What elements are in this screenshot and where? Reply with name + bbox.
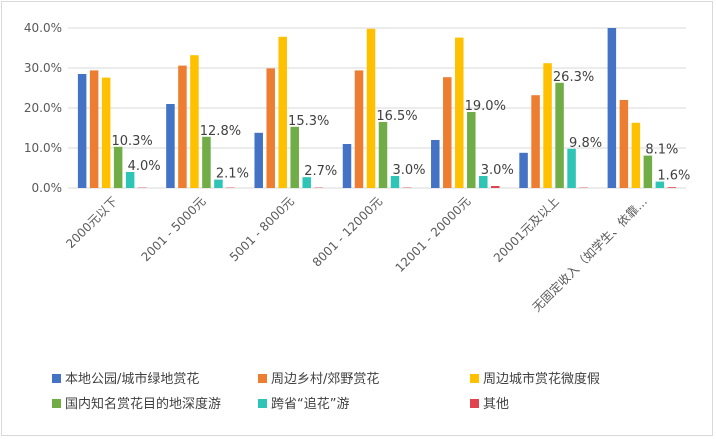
bar (607, 28, 617, 188)
bar (342, 144, 352, 188)
data-label: 26.3% (553, 70, 594, 85)
bar (378, 122, 388, 188)
bar (202, 136, 211, 188)
bar (178, 65, 187, 188)
gridlines (68, 27, 686, 189)
bar (667, 187, 677, 188)
legend: 本地公园/城市绿地赏花 周边乡村/郊野赏花 周边城市赏花微度假国内知名赏花目的地深度… (52, 371, 600, 412)
bar (531, 95, 540, 188)
legend-swatch (258, 399, 267, 408)
bar (631, 122, 641, 188)
y-tick-label: 40.0% (24, 21, 62, 35)
data-label: 16.5% (376, 109, 417, 124)
data-label: 2.7% (304, 164, 337, 179)
data-label: 3.0% (481, 163, 514, 178)
bar (555, 82, 564, 188)
bars (77, 28, 677, 189)
legend-label: 本地公园/城市绿地赏花 (65, 371, 199, 387)
data-label: 1.6% (657, 169, 690, 184)
legend-swatch (470, 374, 479, 383)
bar (125, 172, 135, 188)
data-labels: 10.3% 4.0% 12.8% 2.1% 15.3% 2.7% 16.5% 3.0% 19.0… (111, 70, 690, 184)
bar (278, 36, 287, 188)
legend-label: 其他 (483, 397, 509, 412)
data-label: 3.0% (392, 163, 425, 178)
bar (443, 77, 452, 188)
data-label: 15.3% (288, 114, 329, 129)
bar (390, 176, 400, 188)
bar (655, 181, 665, 188)
data-label: 10.3% (111, 134, 152, 149)
legend-label: 周边乡村/郊野赏花 (271, 371, 379, 387)
bar (543, 63, 552, 189)
bar (467, 112, 476, 188)
y-axis: 0.0% 10.0% 20.0% 30.0% 40.0% (24, 21, 62, 195)
legend-label: 周边城市赏花微度假 (483, 371, 600, 387)
bar (254, 132, 263, 188)
bar (302, 177, 311, 188)
legend-label: 跨省“追花”游 (271, 396, 349, 412)
y-tick-label: 10.0% (24, 141, 62, 155)
legend-swatch (52, 399, 61, 408)
bar (166, 104, 175, 188)
bar (366, 28, 376, 188)
bar (619, 100, 629, 188)
x-tick-label: 20001元及以上 (491, 194, 562, 265)
legend-swatch (258, 374, 267, 383)
x-axis: 2000元以下 2001 - 5000元 5001 - 8000元 8001 - 12… (63, 194, 650, 315)
y-tick-label: 0.0% (32, 181, 63, 195)
data-label: 2.1% (216, 167, 249, 182)
y-tick-label: 20.0% (24, 101, 62, 115)
data-label: 12.8% (200, 124, 241, 139)
legend-swatch (470, 399, 479, 408)
bar (455, 37, 464, 188)
bar (519, 152, 528, 188)
bar (643, 155, 653, 188)
data-label: 19.0% (465, 99, 506, 114)
bar (354, 70, 364, 188)
bar (101, 77, 111, 188)
y-tick-label: 30.0% (24, 61, 62, 75)
x-tick-label: 12001 - 20000元 (393, 194, 474, 275)
bar (266, 68, 275, 188)
data-label: 4.0% (128, 159, 161, 174)
bar (431, 140, 440, 188)
bar (479, 176, 488, 188)
x-tick-label: 2000元以下 (63, 194, 120, 251)
bar (290, 126, 299, 188)
x-tick-label: 2001 - 5000元 (139, 194, 209, 264)
bar (567, 148, 576, 188)
bar (113, 146, 123, 188)
data-label: 9.8% (569, 136, 602, 151)
x-tick-label: 8001 - 12000元 (310, 194, 385, 269)
bar (491, 186, 500, 188)
legend-label: 国内知名赏花目的地深度游 (65, 396, 221, 412)
x-tick-label: 5001 - 8000元 (227, 194, 297, 264)
bar (214, 179, 223, 188)
bar (190, 55, 199, 189)
legend-swatch (52, 374, 61, 383)
bar (77, 74, 87, 188)
data-label: 8.1% (645, 143, 678, 158)
bar (89, 70, 99, 188)
